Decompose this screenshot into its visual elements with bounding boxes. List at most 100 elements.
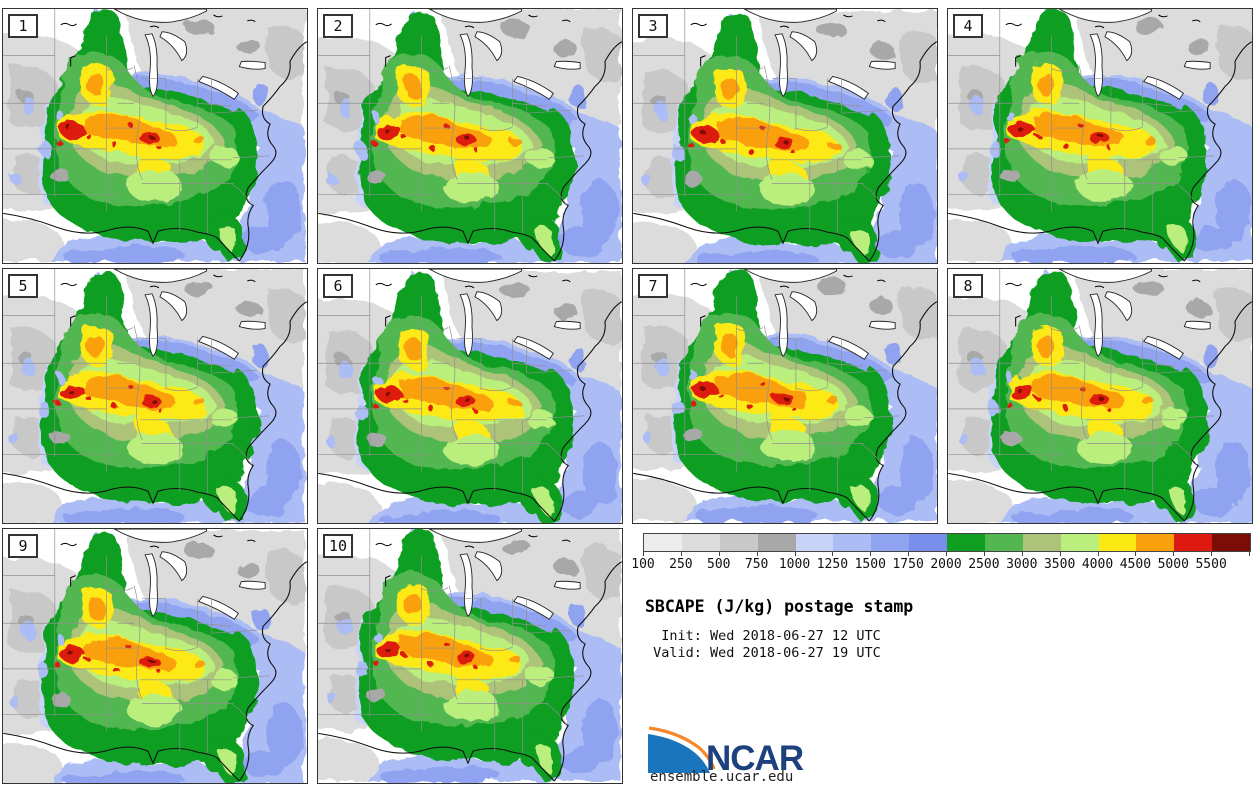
ncar-logo: NCAR	[648, 723, 808, 778]
colorbar-segment	[1022, 534, 1061, 551]
cape-map	[948, 269, 1252, 523]
init-time: Init: Wed 2018-06-27 12 UTC	[645, 628, 881, 644]
member-number: 10	[328, 537, 348, 555]
colorbar-tick-label: 1500	[854, 557, 886, 572]
colorbar-tick	[946, 552, 947, 556]
member-number: 5	[18, 277, 28, 295]
colorbar	[643, 533, 1251, 552]
colorbar-tick	[1059, 552, 1061, 556]
colorbar-tick-label: 3000	[1006, 557, 1038, 572]
ensemble-member-panel: 10	[317, 528, 623, 784]
colorbar-segment	[644, 534, 682, 551]
colorbar-tick-label: 2500	[968, 557, 1000, 572]
member-number-box: 1	[8, 14, 38, 38]
member-number: 3	[648, 17, 658, 35]
colorbar-tick-label: 1750	[892, 557, 924, 572]
member-number-box: 3	[638, 14, 668, 38]
colorbar-tick	[1021, 552, 1023, 556]
cape-map	[3, 269, 307, 523]
colorbar-tick-label: 2000	[930, 557, 962, 572]
colorbar-tick	[832, 552, 834, 556]
ensemble-member-panel: 2	[317, 8, 623, 264]
colorbar-tick-label: 4000	[1081, 557, 1114, 572]
colorbar-tick-label: 250	[669, 557, 693, 572]
colorbar-tick	[1173, 552, 1175, 556]
member-number-box: 8	[953, 274, 983, 298]
colorbar-tick	[908, 552, 910, 556]
cape-map	[318, 529, 622, 783]
colorbar-tick	[680, 552, 682, 556]
colorbar-tick	[643, 552, 644, 556]
colorbar-segment	[795, 534, 834, 551]
ncar-logo-swoosh-orange	[648, 726, 716, 770]
colorbar-tick	[1249, 552, 1250, 556]
colorbar-tick-label: 4500	[1119, 557, 1152, 572]
cape-map	[3, 529, 307, 783]
member-number: 4	[963, 17, 973, 35]
cape-map	[948, 9, 1252, 263]
colorbar-tick	[870, 552, 872, 556]
colorbar-segment	[1136, 534, 1175, 551]
colorbar-segment	[1174, 534, 1213, 551]
ncar-logo-text: NCAR	[706, 739, 804, 773]
cape-map	[3, 9, 307, 263]
member-number-box: 6	[323, 274, 353, 298]
colorbar-tick-label: 1250	[816, 557, 849, 572]
cape-map	[633, 9, 937, 263]
ensemble-member-panel: 8	[947, 268, 1253, 524]
cape-map	[318, 269, 622, 523]
member-number-box: 2	[323, 14, 353, 38]
colorbar-segment	[1060, 534, 1099, 551]
colorbar-tick	[1097, 552, 1099, 556]
colorbar-tick	[1211, 552, 1213, 556]
colorbar-segment	[909, 534, 947, 551]
colorbar-tick	[983, 552, 985, 556]
member-number: 6	[333, 277, 343, 295]
ensemble-member-panel: 6	[317, 268, 623, 524]
colorbar-tick-label: 5500	[1195, 557, 1227, 572]
colorbar-segment	[871, 534, 910, 551]
colorbar-tick	[794, 552, 796, 556]
ncar-logo-swoosh-white	[648, 730, 714, 772]
member-number: 2	[333, 17, 343, 35]
member-number-box: 4	[953, 14, 983, 38]
ensemble-member-panel: 4	[947, 8, 1253, 264]
member-number-box: 5	[8, 274, 38, 298]
colorbar-tick-label: 500	[707, 557, 731, 572]
ensemble-member-panel: 3	[632, 8, 938, 264]
chart-title: SBCAPE (J/kg) postage stamp	[645, 597, 914, 616]
member-number: 8	[963, 277, 973, 295]
colorbar-tick	[718, 552, 720, 556]
cape-map	[318, 9, 622, 263]
ncar-logo-graphic: NCAR	[648, 726, 805, 778]
site-url: ensemble.ucar.edu	[650, 769, 794, 785]
colorbar-segment	[1098, 534, 1137, 551]
colorbar-ticks	[643, 552, 1251, 556]
colorbar-tick-label: 1000	[778, 557, 811, 572]
info-panel: 100 250 500 750 1000 1250 1500 1750 2000 2500 3000…	[631, 533, 1255, 785]
colorbar-tick-label: 3500	[1043, 557, 1076, 572]
colorbar-labels: 100 250 500 750 1000 1250 1500 1750 2000 2500 3000…	[631, 557, 1251, 573]
cape-map	[633, 269, 937, 523]
ensemble-member-panel: 9	[2, 528, 308, 784]
member-number: 7	[648, 277, 658, 295]
colorbar-segment	[681, 534, 720, 551]
member-number: 1	[18, 17, 28, 35]
colorbar-tick-label: 5000	[1157, 557, 1189, 572]
colorbar-segment	[1212, 534, 1250, 551]
ensemble-member-panel: 5	[2, 268, 308, 524]
colorbar-tick-label: 750	[744, 557, 769, 572]
colorbar-tick-label: 100	[631, 557, 655, 572]
ensemble-member-panel: 7	[632, 268, 938, 524]
ensemble-member-panel: 1	[2, 8, 308, 264]
ncar-logo-blue-shape	[648, 734, 710, 773]
colorbar-tick	[1135, 552, 1137, 556]
colorbar-tick	[756, 552, 758, 556]
colorbar-segment	[947, 534, 985, 551]
colorbar-segment	[833, 534, 872, 551]
colorbar-segment	[984, 534, 1023, 551]
colorbar-segment	[757, 534, 796, 551]
member-number-box: 10	[323, 534, 353, 558]
valid-time: Valid: Wed 2018-06-27 19 UTC	[645, 645, 881, 661]
